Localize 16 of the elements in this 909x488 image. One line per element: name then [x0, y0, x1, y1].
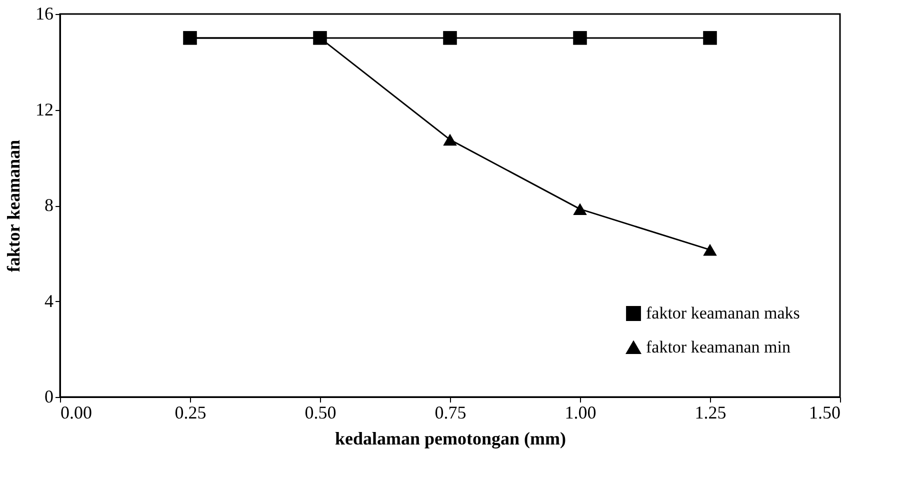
y-tick-label: 12	[36, 99, 54, 120]
x-tick-label: 1.00	[564, 402, 596, 422]
x-tick-label: 0.50	[304, 402, 336, 422]
legend-label: faktor keamanan min	[646, 338, 791, 356]
x-tick-label: 0.25	[174, 402, 206, 422]
y-tick-label: 16	[36, 4, 54, 24]
y-tick-label: 0	[44, 386, 54, 406]
legend-label: faktor keamanan maks	[646, 304, 800, 322]
y-tick-label: 4	[44, 290, 54, 311]
x-tick-label: 0.75	[434, 402, 466, 422]
x-tick-label: 0.00	[60, 402, 92, 422]
y-tick-label: 8	[44, 195, 54, 215]
x-tick-label: 1.25	[694, 402, 726, 422]
y-axis-title: faktor keamanan	[4, 140, 24, 272]
x-axis-title: kedalaman pemotongan (mm)	[334, 428, 566, 448]
x-tick-label: 1.50	[809, 402, 840, 422]
